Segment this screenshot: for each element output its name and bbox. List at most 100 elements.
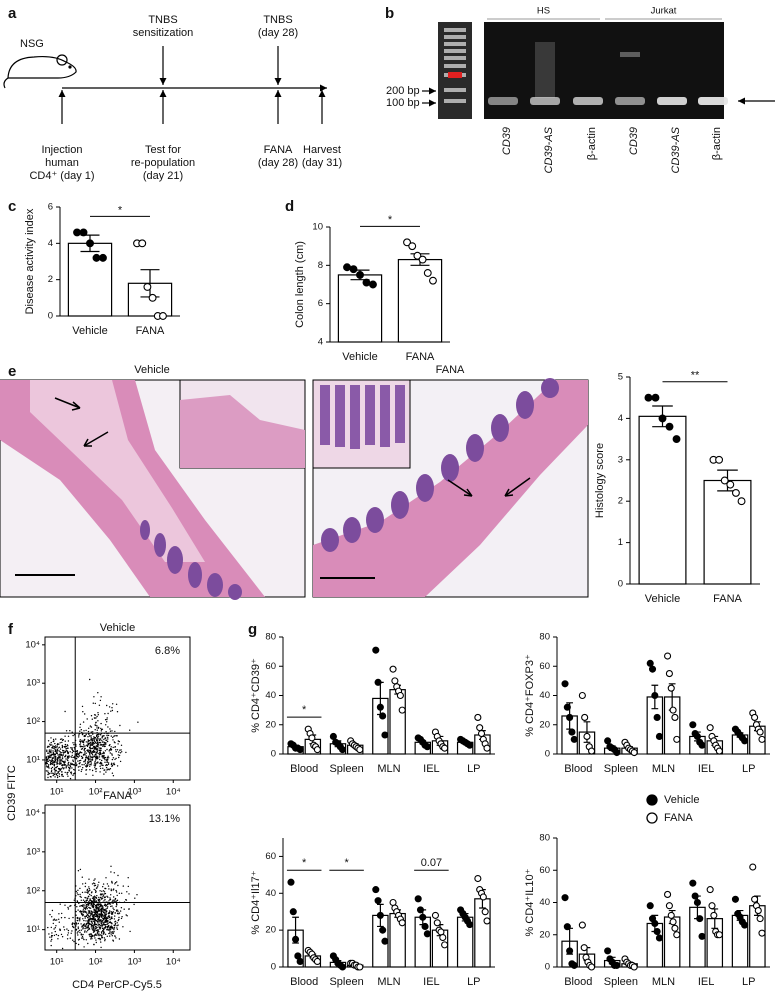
event-dot (83, 749, 85, 751)
event-dot (79, 905, 81, 907)
data-point (588, 747, 596, 755)
data-point (667, 684, 675, 692)
event-dot (82, 937, 84, 939)
event-dot (88, 751, 91, 754)
event-dot (51, 753, 53, 756)
data-point (715, 931, 723, 939)
arrow-head (159, 90, 167, 97)
event-dot (102, 919, 105, 921)
event-dot (60, 758, 62, 761)
event-dot (51, 766, 54, 769)
event-dot (60, 762, 62, 765)
event-dot (105, 911, 108, 913)
event-dot (90, 892, 93, 894)
data-point (431, 911, 440, 919)
event-dot (106, 748, 108, 751)
panel-label: b (385, 5, 394, 22)
event-dot (61, 756, 64, 758)
event-dot (86, 912, 88, 914)
event-dot (94, 714, 97, 716)
event-dot (94, 934, 96, 936)
event-dot (101, 744, 103, 746)
event-dot (103, 755, 105, 757)
event-dot (95, 756, 98, 758)
event-dot (51, 762, 53, 765)
event-dot (106, 761, 108, 763)
event-dot (91, 739, 94, 742)
event-dot (100, 922, 102, 924)
event-dot (63, 750, 65, 752)
data-point (289, 908, 297, 916)
event-dot (102, 764, 104, 767)
data-point (741, 921, 749, 929)
y-tick-label: 10⁴ (25, 639, 40, 650)
event-dot (106, 769, 108, 771)
event-dot (94, 755, 96, 758)
data-point (376, 911, 384, 919)
event-dot (81, 764, 83, 766)
event-dot (57, 763, 59, 765)
event-dot (51, 916, 53, 918)
event-dot (93, 923, 95, 926)
event-dot (81, 748, 84, 750)
event-dot (82, 910, 84, 912)
data-point (758, 735, 766, 743)
event-dot (89, 763, 91, 766)
event-dot (109, 897, 111, 899)
event-dot (99, 758, 101, 761)
y-tick-label: 2 (618, 496, 623, 507)
event-dot (56, 775, 59, 777)
event-dot (67, 740, 70, 742)
event-dot (98, 704, 101, 706)
event-dot (111, 882, 113, 884)
event-dot (80, 905, 82, 907)
event-dot (103, 773, 105, 775)
event-dot (84, 917, 86, 919)
event-dot (101, 932, 103, 934)
event-dot (58, 768, 61, 770)
event-dot (62, 775, 64, 778)
event-dot (77, 922, 80, 925)
data-point (604, 947, 612, 955)
event-dot (81, 876, 84, 878)
event-dot (87, 762, 89, 765)
event-dot (72, 774, 74, 776)
event-dot (99, 771, 101, 773)
event-dot (91, 754, 94, 756)
event-dot (95, 757, 97, 759)
ladder-band (444, 99, 466, 103)
data-point (689, 879, 697, 887)
event-dot (94, 737, 97, 739)
event-dot (89, 754, 91, 756)
event-dot (116, 881, 118, 883)
event-dot (97, 692, 99, 694)
event-dot (114, 912, 116, 914)
data-point (756, 915, 764, 923)
event-dot (83, 735, 85, 738)
event-dot (106, 923, 108, 926)
event-dot (54, 759, 57, 762)
event-dot (82, 741, 84, 743)
event-dot (59, 769, 61, 772)
event-dot (99, 762, 101, 765)
event-dot (56, 748, 58, 751)
event-dot (102, 890, 105, 892)
event-dot (110, 735, 113, 737)
event-dot (71, 930, 73, 932)
event-dot (100, 946, 102, 949)
event-dot (91, 928, 93, 930)
event-dot (108, 757, 110, 759)
event-dot (55, 933, 58, 936)
event-dot (71, 747, 73, 749)
event-dot (50, 944, 52, 947)
mouse-icon (3, 54, 77, 89)
data-point (566, 947, 574, 955)
event-dot (103, 741, 106, 744)
event-dot (68, 917, 70, 920)
event-dot (98, 933, 100, 935)
event-dot (75, 762, 77, 764)
event-dot (70, 771, 73, 773)
event-dot (102, 755, 104, 758)
event-dot (66, 744, 69, 746)
event-dot (94, 729, 96, 731)
